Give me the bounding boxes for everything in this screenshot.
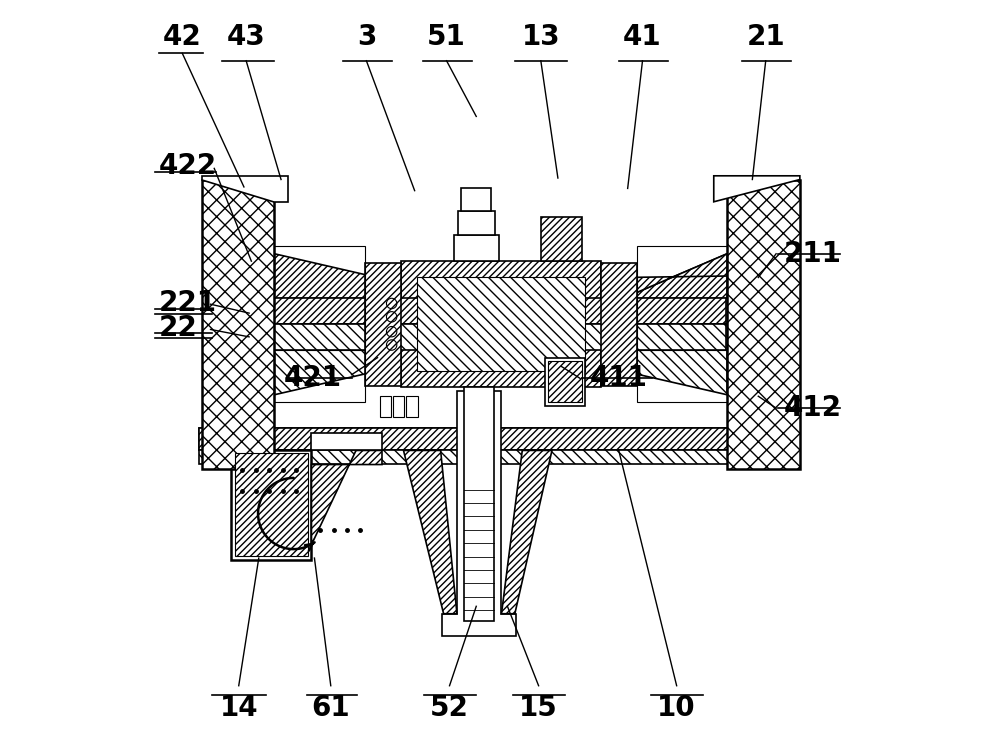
Text: 221: 221 [159, 289, 217, 317]
Polygon shape [541, 217, 582, 261]
Polygon shape [231, 450, 311, 559]
Polygon shape [404, 451, 457, 614]
Text: 22: 22 [159, 314, 197, 342]
Text: 14: 14 [219, 694, 258, 722]
Text: 51: 51 [427, 23, 466, 51]
Polygon shape [199, 428, 797, 451]
Polygon shape [311, 451, 382, 545]
Text: 411: 411 [590, 364, 648, 393]
Polygon shape [548, 361, 582, 402]
Text: 422: 422 [159, 152, 217, 180]
Polygon shape [202, 176, 288, 202]
Polygon shape [274, 298, 726, 324]
Polygon shape [623, 350, 727, 395]
Text: 61: 61 [311, 694, 350, 722]
Polygon shape [464, 387, 494, 621]
Polygon shape [623, 254, 727, 298]
Text: 10: 10 [657, 694, 696, 722]
Polygon shape [202, 180, 274, 469]
Text: 412: 412 [783, 394, 841, 422]
Text: 52: 52 [430, 694, 469, 722]
Polygon shape [380, 396, 391, 417]
Polygon shape [461, 188, 491, 211]
Polygon shape [393, 396, 404, 417]
Polygon shape [365, 263, 401, 386]
Text: 21: 21 [746, 23, 785, 51]
Text: 43: 43 [227, 23, 266, 51]
Polygon shape [714, 176, 800, 202]
Polygon shape [623, 254, 727, 298]
Text: 421: 421 [284, 364, 342, 393]
Polygon shape [601, 263, 637, 386]
Polygon shape [235, 454, 308, 556]
Polygon shape [406, 396, 418, 417]
Polygon shape [458, 211, 495, 235]
Polygon shape [401, 261, 601, 387]
Text: 3: 3 [357, 23, 376, 51]
Polygon shape [727, 180, 800, 469]
Text: 41: 41 [623, 23, 662, 51]
Polygon shape [545, 358, 585, 406]
Polygon shape [274, 324, 726, 350]
Polygon shape [311, 434, 382, 450]
Polygon shape [199, 428, 797, 451]
Text: 13: 13 [522, 23, 560, 51]
Polygon shape [417, 277, 585, 371]
Polygon shape [454, 235, 499, 261]
Text: 42: 42 [163, 23, 202, 51]
Polygon shape [274, 254, 378, 298]
Polygon shape [199, 451, 797, 464]
Text: 211: 211 [784, 240, 841, 267]
Polygon shape [274, 350, 378, 395]
Polygon shape [442, 391, 516, 636]
Polygon shape [501, 451, 552, 614]
Text: 15: 15 [519, 694, 558, 722]
